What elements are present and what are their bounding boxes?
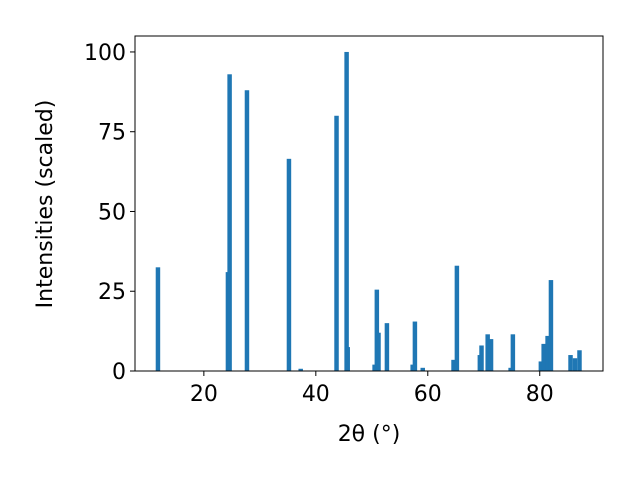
- bar: [488, 339, 494, 371]
- bar: [384, 323, 390, 371]
- bar: [227, 74, 232, 372]
- bar: [286, 158, 292, 371]
- bar: [548, 280, 554, 371]
- bar: [451, 359, 456, 371]
- bar: [376, 332, 381, 371]
- bar: [155, 267, 161, 371]
- bar: [508, 367, 513, 371]
- bar: [412, 321, 418, 371]
- bar: [345, 347, 350, 371]
- y-tick-label: 75: [98, 121, 126, 146]
- bar: [244, 90, 250, 371]
- x-tick-label: 80: [526, 382, 554, 407]
- bar: [334, 115, 339, 371]
- bar: [510, 334, 516, 371]
- bar: [344, 51, 349, 371]
- bar: [479, 345, 484, 371]
- bar: [577, 350, 582, 371]
- bar: [568, 355, 573, 371]
- bar: [454, 265, 460, 371]
- x-tick-label: 20: [190, 382, 218, 407]
- bar: [572, 358, 578, 371]
- bar: [420, 367, 425, 371]
- y-axis-label: Intensities (scaled): [33, 100, 58, 309]
- bar: [541, 343, 546, 371]
- y-tick-label: 0: [112, 360, 126, 385]
- y-tick-label: 100: [84, 41, 126, 66]
- y-tick-label: 25: [98, 280, 126, 305]
- x-tick-label: 40: [302, 382, 330, 407]
- bar: [538, 361, 544, 371]
- x-tick-label: 60: [414, 382, 442, 407]
- plot-frame: [134, 35, 604, 372]
- y-tick-label: 50: [98, 200, 126, 225]
- bar: [298, 368, 303, 371]
- bar: [374, 289, 380, 371]
- bar: [545, 335, 550, 371]
- x-axis-label: 2θ (°): [338, 422, 401, 447]
- bar: [485, 334, 490, 371]
